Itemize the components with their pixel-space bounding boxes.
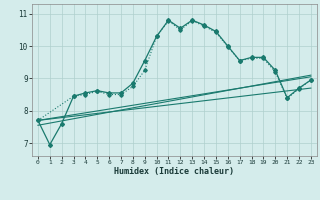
X-axis label: Humidex (Indice chaleur): Humidex (Indice chaleur) (115, 167, 234, 176)
